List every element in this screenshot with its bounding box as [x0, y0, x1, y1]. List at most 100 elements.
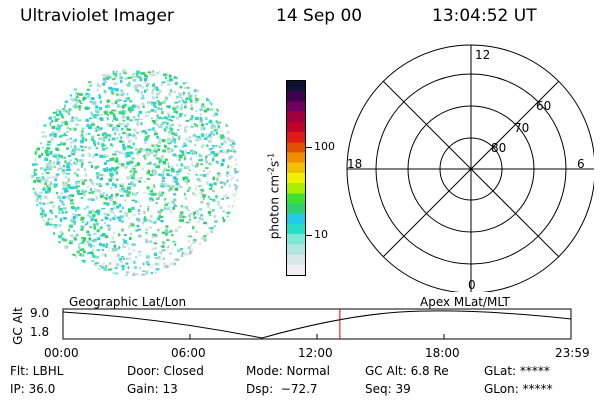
- uv-speckle: [118, 256, 121, 259]
- uv-speckle: [109, 168, 113, 172]
- uv-speckle: [99, 127, 103, 130]
- uv-speckle: [109, 76, 112, 79]
- uv-speckle: [72, 216, 76, 220]
- uv-speckle: [190, 115, 194, 118]
- uv-speckle: [59, 199, 62, 202]
- uv-speckle: [195, 138, 199, 142]
- uv-speckle: [180, 211, 184, 215]
- uv-speckle: [154, 105, 157, 108]
- uv-speckle: [231, 145, 235, 149]
- uv-speckle: [194, 193, 196, 197]
- uv-speckle: [153, 86, 157, 90]
- uv-speckle: [129, 160, 133, 164]
- uv-speckle: [63, 156, 66, 159]
- uv-speckle: [41, 131, 45, 134]
- uv-speckle: [95, 110, 100, 114]
- uv-speckle: [175, 164, 179, 167]
- uv-speckle: [89, 226, 92, 228]
- uv-speckle: [161, 154, 164, 158]
- uv-speckle: [188, 186, 192, 190]
- uv-speckle: [116, 71, 118, 73]
- uv-speckle: [143, 89, 147, 93]
- uv-speckle: [69, 137, 73, 140]
- uv-speckle: [131, 146, 134, 149]
- uv-speckle: [44, 179, 49, 182]
- uv-speckle: [206, 144, 209, 147]
- uv-speckle: [216, 177, 219, 181]
- uv-speckle: [115, 158, 118, 161]
- uv-speckle: [83, 191, 86, 194]
- uv-speckle: [70, 234, 74, 237]
- uv-speckle: [126, 193, 130, 197]
- uv-speckle: [46, 187, 48, 189]
- uv-speckle: [165, 125, 169, 129]
- uv-speckle: [112, 126, 117, 129]
- uv-speckle: [54, 135, 57, 138]
- uv-speckle: [43, 180, 46, 183]
- uv-speckle: [110, 167, 114, 171]
- uv-speckle: [220, 134, 225, 138]
- uv-speckle: [69, 94, 73, 97]
- uv-speckle: [200, 158, 203, 162]
- uv-speckle: [162, 245, 165, 248]
- uv-speckle: [152, 198, 154, 202]
- uv-speckle: [147, 263, 150, 266]
- uv-speckle: [74, 158, 78, 161]
- uv-speckle: [121, 105, 125, 109]
- uv-speckle: [51, 176, 56, 179]
- uv-speckle: [111, 248, 116, 252]
- uv-speckle: [192, 239, 194, 242]
- uv-speckle: [104, 235, 109, 239]
- uv-speckle: [140, 122, 143, 126]
- uv-speckle: [65, 109, 68, 113]
- uv-speckle: [71, 219, 75, 222]
- uv-speckle: [41, 135, 44, 138]
- uv-speckle: [210, 131, 213, 135]
- uv-speckle: [177, 129, 180, 131]
- uv-speckle: [113, 168, 118, 172]
- uv-speckle: [165, 73, 168, 76]
- uv-speckle: [168, 165, 170, 168]
- uv-speckle: [109, 157, 113, 161]
- uv-speckle: [143, 181, 147, 183]
- uv-speckle: [66, 130, 69, 133]
- uv-speckle: [171, 119, 173, 122]
- uv-speckle: [163, 128, 167, 132]
- uv-speckle: [104, 154, 109, 158]
- uv-speckle: [195, 90, 200, 93]
- uv-speckle: [116, 216, 121, 219]
- uv-speckle: [178, 168, 181, 172]
- uv-speckle: [76, 168, 80, 172]
- uv-speckle: [189, 212, 193, 215]
- uv-speckle: [142, 192, 147, 195]
- uv-speckle: [166, 249, 170, 252]
- uv-speckle: [226, 211, 231, 215]
- uv-speckle: [132, 79, 137, 82]
- uv-speckle: [190, 141, 192, 143]
- uv-speckle: [66, 165, 71, 169]
- uv-speckle: [119, 72, 122, 76]
- uv-speckle: [81, 149, 85, 152]
- uv-speckle: [84, 95, 87, 97]
- uv-speckle: [161, 81, 166, 84]
- uv-speckle: [132, 167, 136, 171]
- uv-speckle: [128, 257, 131, 261]
- uv-speckle: [52, 204, 55, 208]
- uv-speckle: [101, 74, 105, 77]
- uv-speckle: [50, 218, 54, 220]
- polar-ring-label-80: 80: [491, 141, 506, 155]
- uv-speckle: [147, 260, 150, 263]
- uv-speckle: [83, 179, 87, 182]
- uv-speckle: [192, 134, 195, 138]
- uv-speckle: [171, 165, 173, 168]
- uv-speckle: [48, 161, 52, 165]
- uv-speckle: [67, 177, 70, 180]
- uv-speckle: [99, 193, 103, 196]
- uv-speckle: [181, 250, 184, 253]
- uv-speckle: [99, 114, 104, 116]
- uv-speckle: [77, 193, 81, 195]
- uv-speckle: [207, 211, 212, 214]
- uv-speckle: [208, 120, 213, 124]
- uv-speckle: [125, 155, 128, 158]
- uv-speckle: [119, 105, 122, 108]
